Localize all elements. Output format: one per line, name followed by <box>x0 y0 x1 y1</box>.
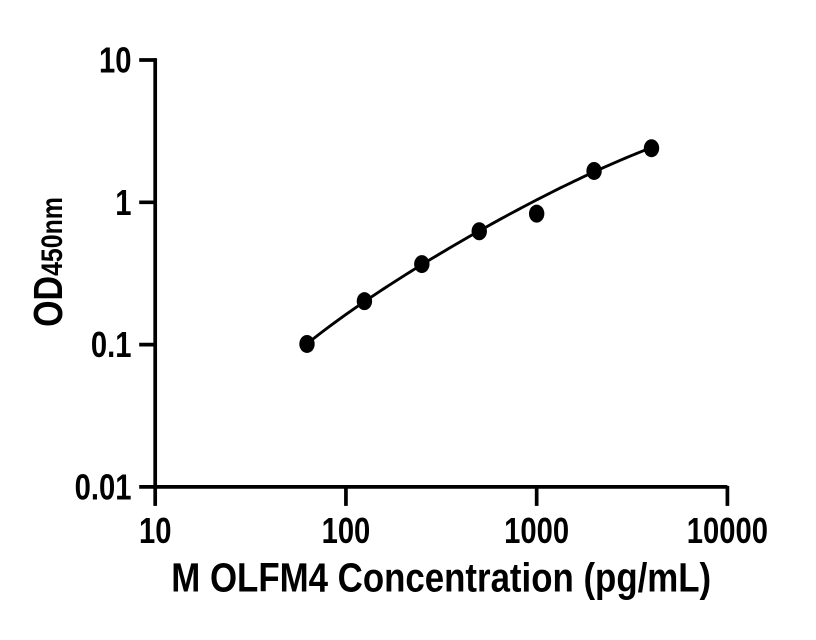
x-axis-title: M OLFM4 Concentration (pg/mL) <box>171 556 711 601</box>
data-point <box>471 222 487 241</box>
x-tick-label: 10000 <box>687 511 768 552</box>
data-point <box>586 161 602 180</box>
data-point <box>414 255 430 274</box>
data-points <box>299 139 660 353</box>
data-point <box>643 139 660 158</box>
data-point <box>356 292 373 311</box>
x-tick-label: 10 <box>139 511 171 552</box>
y-tick-label: 0.1 <box>91 325 132 366</box>
y-tick-label: 0.01 <box>75 467 132 508</box>
x-tick-label: 1000 <box>504 511 569 552</box>
y-tick-label: 10 <box>99 41 131 82</box>
y-tick-label: 1 <box>115 183 131 224</box>
data-point <box>299 334 315 353</box>
y-axis-title: OD450nm <box>25 197 71 327</box>
data-point <box>528 204 545 223</box>
x-axis-ticks <box>153 485 730 506</box>
x-tick-label: 100 <box>322 511 371 552</box>
y-axis-title-main: OD <box>25 276 71 327</box>
y-axis-title-subscript: 450nm <box>35 197 69 276</box>
x-axis-tick-labels: 10 100 1000 10000 <box>139 511 768 552</box>
y-axis-tick-labels: 10 1 0.1 0.01 <box>75 41 132 509</box>
